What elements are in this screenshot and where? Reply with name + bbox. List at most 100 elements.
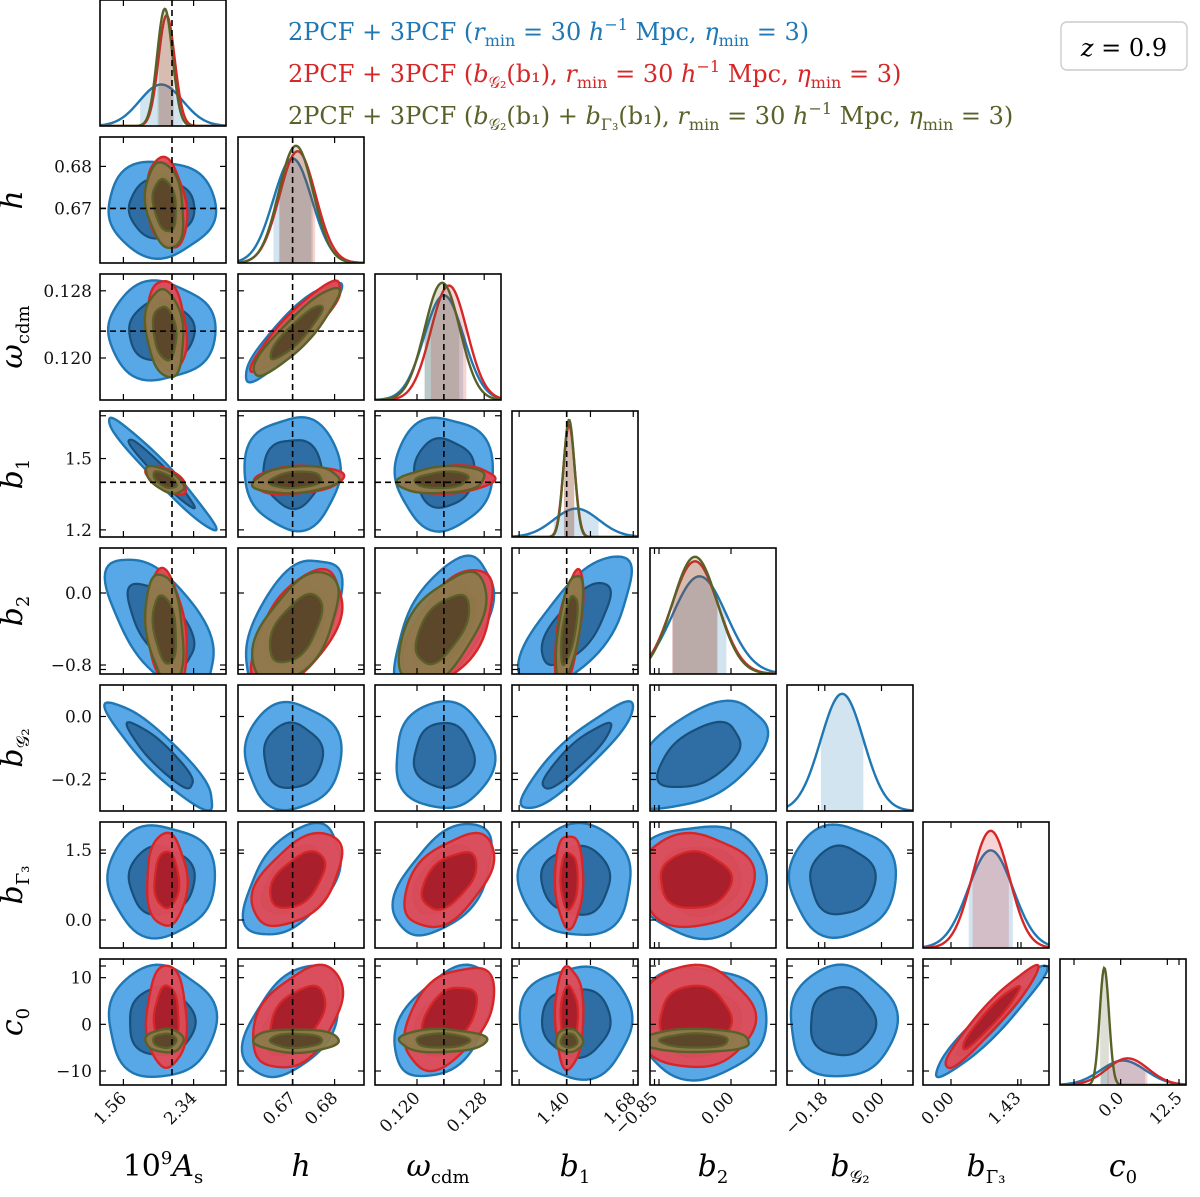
x-tick-label: 1.56 <box>90 1088 131 1129</box>
contour-68-2 <box>268 1032 324 1050</box>
marginal-curve-2 <box>238 144 364 263</box>
x-axis-label: c0 <box>1109 1149 1137 1188</box>
x-tick-label: 0.120 <box>376 1088 425 1137</box>
marginal-curve-1 <box>100 14 226 126</box>
contour-68-1 <box>559 851 579 912</box>
panels-layer <box>99 0 1187 1086</box>
x-tick-label: 0.00 <box>918 1088 959 1129</box>
panel-frame <box>374 958 502 1086</box>
x-tick-label: 1.43 <box>984 1088 1025 1129</box>
contour-68-2 <box>152 1032 178 1050</box>
contour-68-2 <box>413 470 470 490</box>
panel-frame <box>374 821 502 949</box>
panel-6-2 <box>374 821 502 949</box>
marginal-band-1 <box>972 830 1009 948</box>
panel-5-5 <box>786 684 914 812</box>
panel-3-3 <box>511 410 639 538</box>
marginal-band-2 <box>278 145 313 263</box>
marginal-curve-2 <box>375 281 501 400</box>
panel-7-6 <box>922 958 1050 1086</box>
marginal-curve-1 <box>923 829 1049 948</box>
x-axis-label: 109As <box>123 1148 204 1188</box>
redshift-box: z = 0.9 <box>1060 21 1188 71</box>
y-tick-label: −10 <box>56 1062 92 1082</box>
panel-frame <box>237 821 365 949</box>
contour-68-2 <box>152 470 178 490</box>
panel-frame <box>99 547 227 675</box>
panel-frame <box>374 547 502 675</box>
contour-68-0 <box>809 844 877 916</box>
contour-68-0 <box>541 721 613 790</box>
panel-frame <box>649 547 777 675</box>
marginal-curve-2 <box>100 7 226 126</box>
y-tick-label: 1.2 <box>65 521 92 541</box>
panel-6-4 <box>649 821 777 949</box>
contour-68-2 <box>151 177 177 233</box>
x-axis-label: b𝒢₂ <box>830 1149 869 1188</box>
x-axis-label: b1 <box>560 1149 591 1188</box>
panel-4-1 <box>237 547 365 675</box>
panel-7-7 <box>1059 958 1187 1086</box>
marginal-curve-2 <box>512 418 638 537</box>
marginal-curve-0 <box>787 692 913 811</box>
panel-frame <box>511 410 639 538</box>
panel-frame <box>1059 958 1187 1086</box>
x-tick-label: 12.5 <box>1146 1088 1187 1129</box>
marginal-curve-0 <box>512 507 638 537</box>
y-tick-label: 1.5 <box>65 450 92 470</box>
panel-5-0 <box>99 684 227 812</box>
panel-frame <box>511 684 639 812</box>
marginal-band-1 <box>279 151 316 263</box>
contour-68-2 <box>267 470 323 490</box>
panel-2-0 <box>99 273 227 401</box>
y-tick-label: 0.0 <box>65 911 92 931</box>
x-tick-label: 2.34 <box>160 1088 201 1129</box>
panel-frame <box>237 273 365 401</box>
x-tick-label: 0.00 <box>698 1088 739 1129</box>
panel-6-0 <box>99 821 227 949</box>
panel-3-0 <box>99 410 227 538</box>
panel-0-0 <box>99 0 227 127</box>
panel-6-6 <box>922 821 1050 949</box>
x-tick-label: 0.00 <box>848 1088 889 1129</box>
panel-frame <box>99 958 227 1086</box>
panel-7-2 <box>374 958 502 1086</box>
y-tick-label: 10 <box>70 969 92 989</box>
marginal-band-0 <box>672 576 727 674</box>
contour-68-2 <box>151 305 178 362</box>
panel-frame <box>99 273 227 401</box>
panel-3-1 <box>237 410 365 538</box>
legend: 2PCF + 3PCF (rmin = 30 h−1 Mpc, ηmin = 3… <box>288 15 1188 134</box>
contour-68-1 <box>269 850 327 909</box>
marginal-curve-0 <box>923 849 1049 948</box>
contour-68-1 <box>962 984 1022 1051</box>
panel-frame <box>649 821 777 949</box>
x-axis-label: b2 <box>698 1149 729 1188</box>
panel-7-1 <box>237 958 365 1086</box>
marginal-curve-1 <box>1060 1057 1186 1085</box>
contour-68-0 <box>125 721 194 790</box>
marginal-band-2 <box>157 8 173 126</box>
y-axis-label: h <box>0 190 30 209</box>
panel-frame <box>237 958 365 1086</box>
panel-frame <box>99 684 227 812</box>
contour-68-2 <box>151 594 177 665</box>
panel-6-3 <box>511 821 639 949</box>
panel-3-2 <box>374 410 502 538</box>
marginal-curve-0 <box>100 83 226 126</box>
marginal-curve-2 <box>650 555 776 674</box>
panel-frame <box>374 273 502 401</box>
panel-5-2 <box>374 684 502 812</box>
contour-68-2 <box>414 593 471 666</box>
panel-7-5 <box>786 958 914 1086</box>
x-tick-label: 0.128 <box>443 1088 492 1137</box>
panel-frame <box>922 958 1050 1086</box>
contour-68-0 <box>656 720 742 789</box>
panel-frame <box>237 547 365 675</box>
panel-5-3 <box>511 684 639 812</box>
y-tick-label: −0.2 <box>51 771 92 791</box>
contour-68-1 <box>420 851 478 911</box>
y-tick-label: 0.120 <box>43 349 92 369</box>
x-axis-label: h <box>291 1149 310 1184</box>
